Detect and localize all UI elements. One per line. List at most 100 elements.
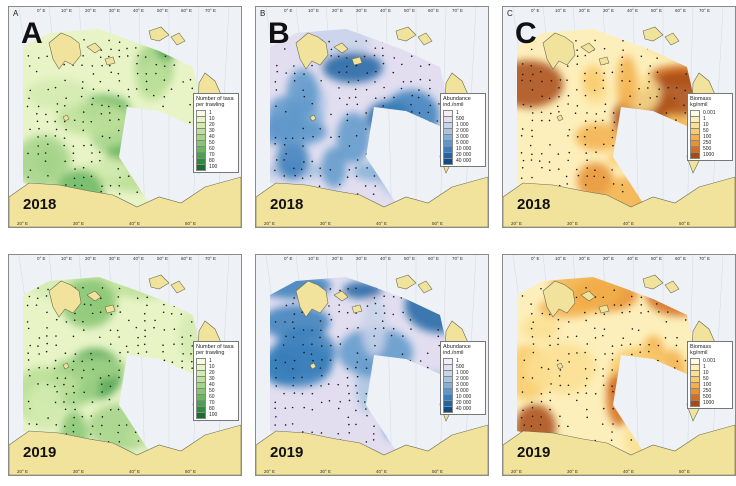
station-dot	[373, 175, 376, 177]
station-dot	[27, 400, 30, 403]
station-dot	[648, 72, 650, 75]
station-dot	[101, 104, 103, 107]
station-dot	[594, 127, 597, 129]
station-dot	[657, 384, 660, 387]
station-dot	[303, 95, 306, 98]
station-dot	[639, 391, 641, 394]
land-mass	[580, 42, 596, 54]
station-dot	[301, 311, 303, 313]
legend-label: 1000	[703, 400, 715, 406]
station-dot	[540, 416, 543, 418]
station-dot	[100, 297, 102, 300]
contour-blob	[575, 123, 623, 151]
station-dot	[426, 160, 429, 163]
station-dot	[576, 55, 579, 58]
station-dot	[118, 336, 120, 338]
station-dot	[648, 343, 650, 346]
station-dot	[101, 424, 103, 427]
station-dot	[136, 72, 139, 75]
station-dot	[418, 112, 421, 114]
legend-title: Number of taxa per trawling	[196, 344, 234, 356]
land-mass	[542, 32, 576, 70]
station-dot	[593, 175, 596, 178]
station-dot	[647, 87, 649, 89]
station-dot	[65, 321, 68, 323]
station-dot	[354, 88, 357, 91]
station-dot	[303, 161, 305, 163]
station-dot	[374, 185, 377, 187]
station-dot	[29, 169, 32, 171]
station-dot	[144, 335, 146, 338]
station-dot	[656, 439, 658, 442]
station-dot	[136, 62, 138, 65]
longitude-tick-bottom: 40° E	[129, 469, 141, 474]
station-dot	[118, 41, 121, 43]
station-dot	[301, 392, 304, 395]
station-dot	[82, 129, 85, 132]
station-dot	[666, 425, 669, 428]
map-legend: Abundance ind./nmil 1 500 1 000 2 000 3 000 5 …	[440, 93, 486, 167]
station-dot	[365, 358, 368, 361]
station-dot	[319, 367, 322, 369]
station-dot	[347, 288, 349, 290]
station-dot	[190, 321, 193, 323]
station-dot	[82, 320, 84, 323]
longitude-tick-top: 0° E	[531, 8, 540, 13]
station-dot	[346, 65, 348, 68]
station-dot	[382, 62, 385, 65]
station-dot	[409, 360, 412, 362]
legend-title: Number of taxa per trawling	[196, 96, 234, 108]
legend-label: 500	[703, 146, 712, 152]
station-dot	[173, 152, 175, 155]
legend-row: 1000	[690, 399, 730, 407]
station-dot	[584, 351, 586, 354]
map-panel-B-2018: 0° E 10° E 20° E 30° E 40° E 50° E 60° E 70° E 2…	[255, 6, 489, 228]
station-dot	[181, 366, 183, 369]
station-dot	[675, 344, 678, 347]
station-dot	[312, 135, 314, 138]
contour-blob	[607, 150, 637, 168]
station-dot	[319, 336, 321, 339]
station-dot	[630, 439, 633, 441]
land-mass	[395, 26, 417, 42]
station-dot	[275, 415, 277, 418]
station-dot	[400, 401, 403, 404]
station-dot	[81, 360, 84, 363]
station-dot	[153, 295, 156, 297]
station-dot	[283, 175, 286, 177]
year-label: 2018	[270, 196, 304, 213]
contour-blob	[56, 101, 127, 136]
station-dot	[37, 345, 39, 347]
station-dot	[438, 103, 440, 105]
station-dot	[647, 144, 649, 147]
contour-blob	[607, 372, 645, 400]
legend-label: 1000	[703, 152, 715, 158]
contour-blob	[526, 342, 597, 394]
station-dot	[83, 38, 85, 41]
station-dot	[126, 145, 129, 148]
longitude-tick-bottom: 20° E	[264, 221, 276, 226]
legend-label: 3 000	[456, 382, 469, 388]
station-dot	[182, 176, 185, 178]
land-mass	[598, 304, 610, 314]
station-dot	[402, 335, 404, 337]
station-dot	[365, 40, 368, 42]
station-dot	[136, 191, 138, 194]
legend-swatch	[690, 151, 700, 159]
station-dot	[320, 401, 323, 404]
station-dot	[99, 311, 102, 313]
year-label: 2018	[517, 196, 551, 213]
station-dot	[153, 166, 156, 169]
station-dot	[521, 79, 523, 82]
station-dot	[90, 120, 93, 123]
station-dot	[29, 89, 32, 92]
station-dot	[529, 79, 532, 82]
station-dot	[549, 391, 551, 394]
legend-label: 1	[209, 358, 212, 364]
station-dot	[622, 49, 624, 51]
land-mass	[86, 42, 102, 54]
station-dot	[391, 399, 394, 401]
station-dot	[320, 374, 323, 377]
legend-label: 100	[209, 164, 218, 170]
station-dot	[602, 384, 605, 387]
